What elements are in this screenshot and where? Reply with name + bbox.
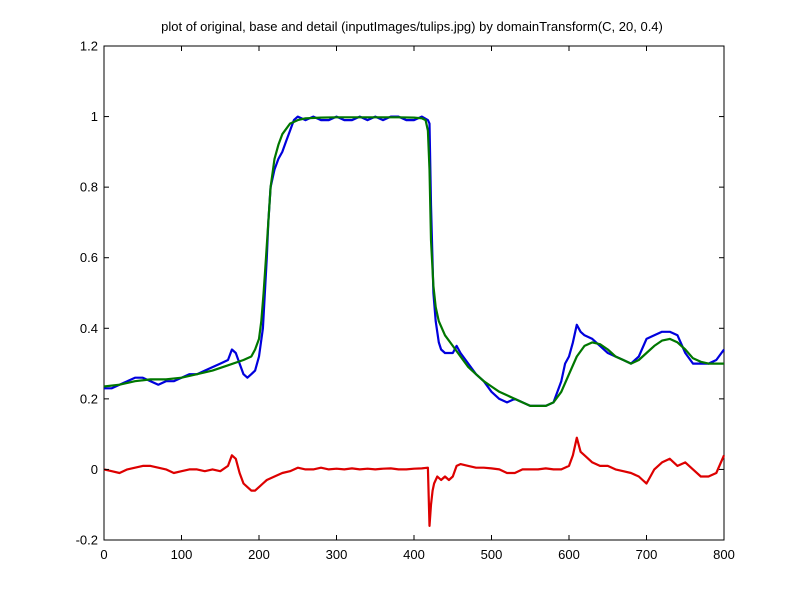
series-line-3 xyxy=(103,436,726,528)
y-tick-label: 1.2 xyxy=(80,39,98,54)
x-tick-label: 700 xyxy=(636,547,658,562)
x-tick-label: 800 xyxy=(713,547,735,562)
y-tick-label: 0.2 xyxy=(80,391,98,406)
x-tick-label: 500 xyxy=(481,547,503,562)
series-layer xyxy=(103,115,726,528)
y-tick-label: -0.2 xyxy=(76,533,98,548)
y-tick-label: 0.8 xyxy=(80,180,98,195)
series-line-2 xyxy=(103,116,724,407)
x-tick-label: 300 xyxy=(326,547,348,562)
y-tick-label: 0 xyxy=(91,462,98,477)
y-tick-label: 0.4 xyxy=(80,321,98,336)
chart-title: plot of original, base and detail (input… xyxy=(161,19,663,34)
x-tick-label: 200 xyxy=(248,547,270,562)
y-tick-label: 0.6 xyxy=(80,250,98,265)
x-tick-label: 400 xyxy=(403,547,425,562)
x-tick-label: 100 xyxy=(171,547,193,562)
x-tick-label: 0 xyxy=(100,547,107,562)
tick-layer: 0 100 200 300 400 500 600 700 800-0.200.20.40.60… xyxy=(76,39,735,563)
y-tick-label: 1 xyxy=(91,109,98,124)
x-tick-label: 600 xyxy=(558,547,580,562)
